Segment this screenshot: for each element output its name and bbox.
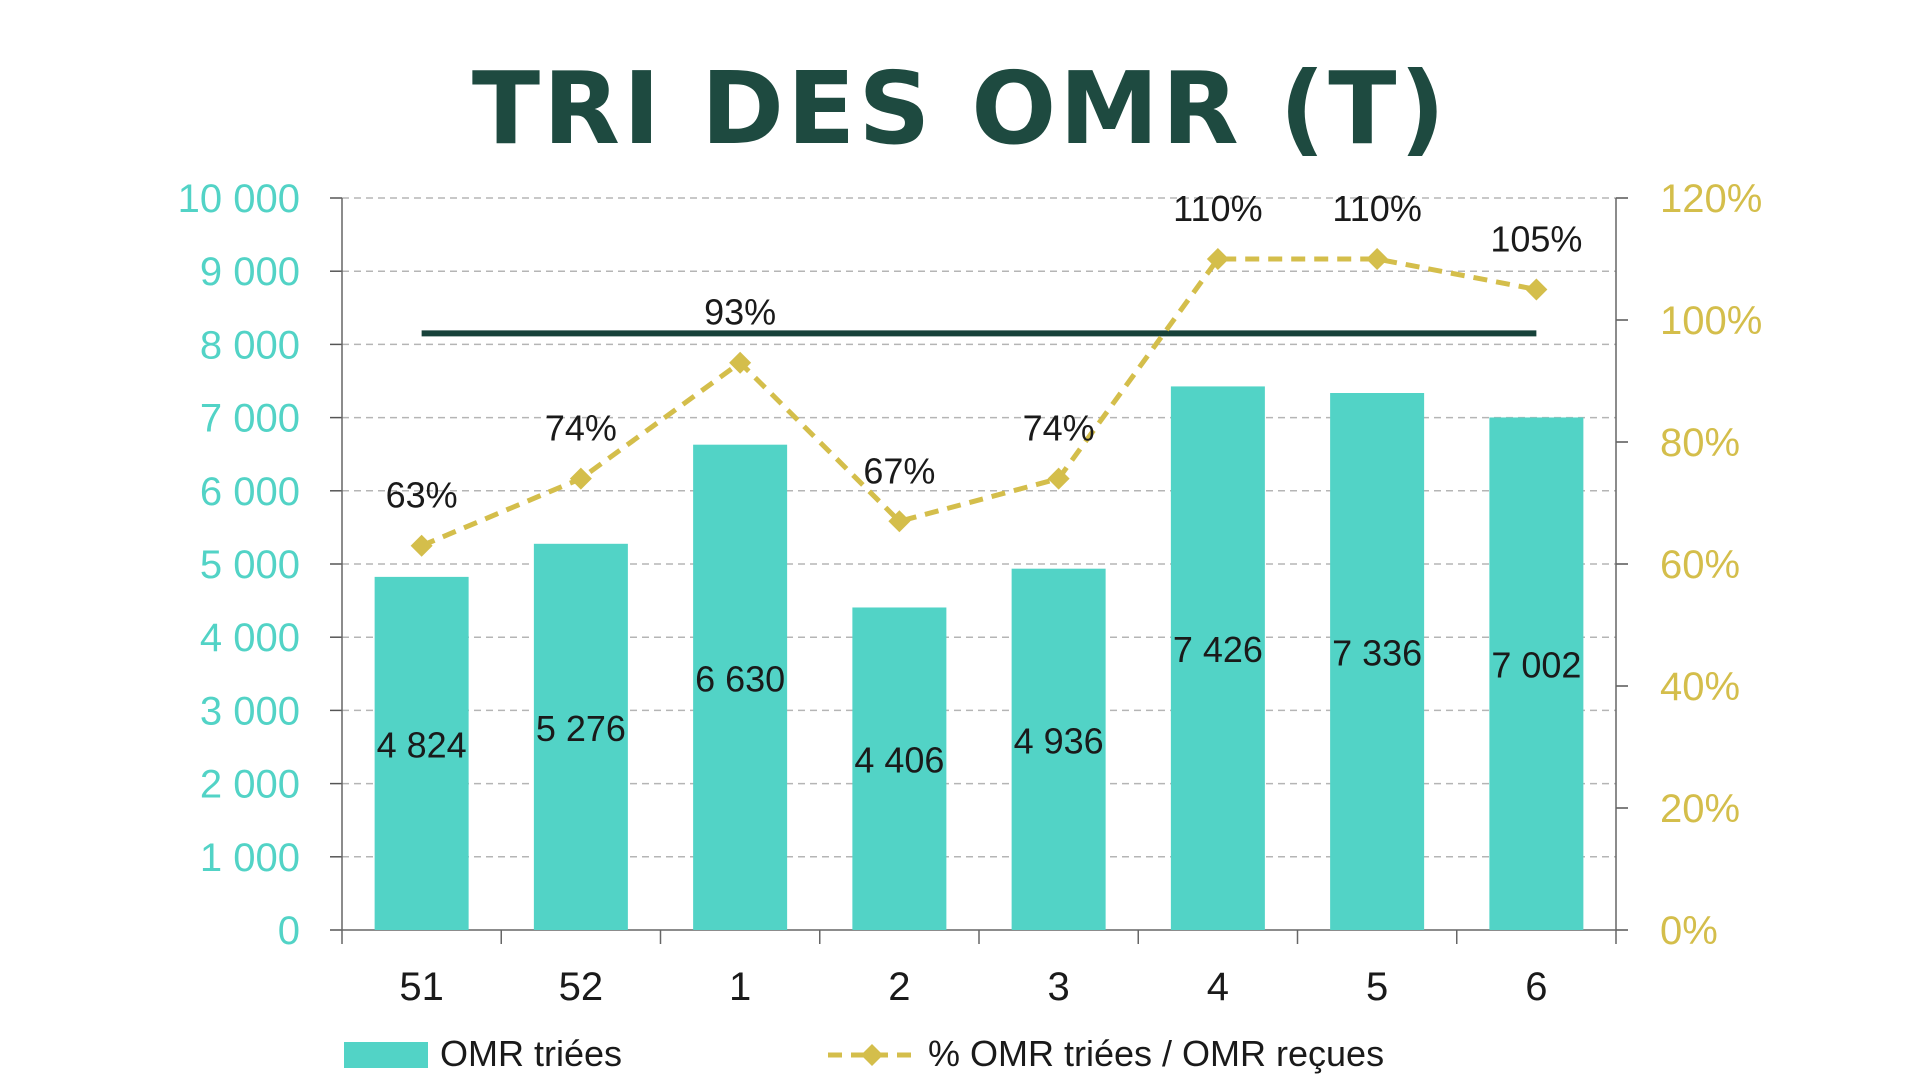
- percent-data-label: 110%: [1173, 188, 1262, 229]
- legend-swatch-bar: [344, 1042, 428, 1068]
- x-tick-label: 4: [1207, 965, 1229, 1009]
- legend-swatch-marker: [861, 1044, 883, 1066]
- bar-3: [1011, 568, 1106, 930]
- percent-marker-5: [1366, 248, 1389, 270]
- y-left-tick-label: 3 000: [200, 689, 300, 733]
- x-tick-label: 51: [399, 965, 444, 1009]
- percent-marker-52: [569, 467, 592, 490]
- bar-data-label: 4 824: [377, 724, 467, 765]
- x-tick-label: 5: [1366, 965, 1388, 1009]
- bar-4: [1170, 386, 1265, 930]
- y-left-tick-label: 8 000: [200, 323, 300, 367]
- y-left-tick-label: 6 000: [200, 470, 300, 514]
- bar-5: [1330, 393, 1425, 931]
- legend-label-bar: OMR triées: [440, 1033, 622, 1074]
- y-right-tick-label: 60%: [1660, 543, 1740, 587]
- bar-data-label: 6 630: [695, 658, 785, 699]
- y-right-tick-label: 100%: [1660, 299, 1762, 343]
- percent-marker-2: [888, 510, 911, 533]
- y-left-tick-label: 7 000: [200, 397, 300, 441]
- y-left-tick-label: 10 000: [178, 177, 300, 221]
- x-tick-label: 52: [559, 965, 604, 1009]
- percent-marker-51: [410, 534, 433, 557]
- y-left-tick-label: 5 000: [200, 543, 300, 587]
- percent-data-label: 110%: [1332, 188, 1421, 229]
- bar-2: [852, 607, 947, 930]
- percent-data-label: 93%: [704, 292, 776, 333]
- percent-data-label: 105%: [1490, 219, 1582, 260]
- bar-data-label: 7 002: [1491, 645, 1581, 686]
- y-right-tick-label: 20%: [1660, 787, 1740, 831]
- percent-data-label: 63%: [386, 475, 458, 516]
- y-right-tick-label: 0%: [1660, 909, 1718, 953]
- bar-52: [533, 543, 628, 930]
- legend-label-line: % OMR triées / OMR reçues: [928, 1033, 1384, 1074]
- x-tick-label: 3: [1048, 965, 1070, 1009]
- percent-marker-6: [1525, 278, 1548, 301]
- percent-data-label: 74%: [1023, 408, 1095, 449]
- y-left-tick-label: 2 000: [200, 763, 300, 807]
- y-right-tick-label: 80%: [1660, 421, 1740, 465]
- y-left-tick-label: 9 000: [200, 250, 300, 294]
- percent-line: [420, 256, 1537, 549]
- bar-51: [374, 576, 469, 930]
- bar-data-label: 7 336: [1332, 633, 1422, 674]
- y-right-tick-label: 40%: [1660, 665, 1740, 709]
- percent-data-label: 74%: [545, 408, 617, 449]
- bar-data-label: 5 276: [536, 708, 626, 749]
- percent-data-label: 67%: [863, 450, 935, 491]
- y-left-tick-label: 4 000: [200, 616, 300, 660]
- x-tick-label: 2: [888, 965, 910, 1009]
- y-right-tick-label: 120%: [1660, 177, 1762, 221]
- chart-title: TRI DES OMR (T): [472, 50, 1448, 167]
- bar-data-label: 4 406: [854, 740, 944, 781]
- y-left-tick-label: 1 000: [200, 836, 300, 880]
- x-tick-label: 6: [1525, 965, 1547, 1009]
- percent-marker-4: [1206, 248, 1229, 270]
- bar-data-label: 4 936: [1014, 720, 1104, 761]
- percent-marker-1: [729, 351, 752, 374]
- x-tick-label: 1: [729, 965, 751, 1009]
- y-left-tick-label: 0: [278, 909, 300, 953]
- bar-1: [693, 444, 788, 930]
- bar-data-label: 7 426: [1173, 629, 1263, 670]
- percent-marker-3: [1047, 467, 1070, 490]
- bar-6: [1489, 417, 1584, 930]
